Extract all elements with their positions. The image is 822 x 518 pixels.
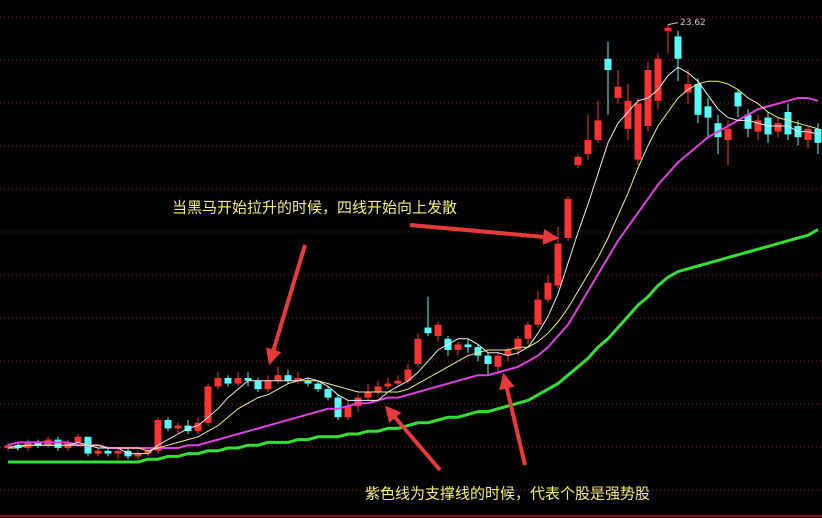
candle-body	[684, 84, 692, 93]
max-label: 23.62	[680, 18, 706, 28]
candle-body	[264, 380, 272, 390]
candle-body	[54, 439, 62, 448]
candle-body	[384, 383, 392, 387]
candle-body	[694, 84, 702, 115]
candle-body	[164, 420, 172, 429]
candle-body	[354, 397, 362, 406]
annotation: 当黑马开始拉升的时候，四线开始向上发散	[172, 199, 457, 217]
candle-body	[524, 324, 532, 339]
candle-body	[254, 380, 262, 390]
candle-body	[724, 128, 732, 140]
candle-body	[654, 58, 662, 101]
moving-average	[8, 228, 819, 464]
candle-body	[304, 380, 312, 384]
arrow	[409, 223, 560, 245]
candle-body	[784, 112, 792, 135]
candle-body	[404, 369, 412, 381]
moving-average	[7, 66, 819, 455]
candle-body	[614, 86, 622, 98]
candle-body	[414, 338, 422, 364]
candle-body	[104, 450, 112, 454]
candle-body	[174, 425, 182, 429]
candle-body	[344, 406, 352, 418]
candle-body	[634, 103, 642, 160]
arrow	[499, 372, 527, 466]
annotation: 紫色线为支撑线的时候，代表个股是强势股	[365, 485, 650, 503]
candle-body	[394, 380, 402, 384]
candle-body	[664, 28, 672, 31]
plot: 23.62	[4, 18, 822, 464]
candle-body	[294, 378, 302, 381]
candle-body	[224, 378, 232, 384]
candle-body	[244, 378, 252, 381]
candle-body	[474, 347, 482, 356]
candle-body	[754, 120, 762, 132]
arrow	[384, 405, 442, 472]
candle-body	[434, 324, 442, 336]
candle-body	[314, 383, 322, 390]
candle-body	[364, 392, 372, 398]
candle-body	[424, 327, 432, 334]
candle-body	[464, 344, 472, 348]
candle-body	[494, 355, 502, 367]
candle-body	[234, 378, 242, 384]
candle-body	[804, 128, 812, 140]
arrows	[266, 223, 560, 472]
candle-body	[574, 156, 582, 166]
moving-average	[7, 97, 819, 449]
candle-body	[814, 128, 822, 143]
candle-body	[4, 445, 12, 448]
candle-body	[704, 106, 712, 118]
candle-body	[774, 123, 782, 132]
candle-body	[324, 389, 332, 398]
candle-body	[204, 386, 212, 423]
moving-average	[8, 80, 819, 452]
candle-body	[714, 123, 722, 138]
candle-body	[534, 299, 542, 325]
candle-body	[564, 198, 572, 238]
candle-body	[744, 114, 752, 129]
candle-body	[214, 378, 222, 387]
candle-body	[454, 344, 462, 350]
candle-body	[14, 445, 22, 448]
candle-body	[284, 375, 292, 381]
candle-body	[154, 420, 162, 451]
candle-body	[594, 120, 602, 140]
candle-body	[194, 422, 202, 432]
candle-body	[134, 453, 142, 457]
candle-body	[554, 243, 562, 286]
candle-body	[114, 450, 122, 454]
max-pointer	[667, 22, 679, 26]
candle-body	[484, 355, 492, 364]
arrow	[266, 244, 307, 366]
candle-body	[144, 450, 152, 454]
candle-body	[584, 140, 592, 154]
candle-body	[274, 375, 282, 381]
candle-body	[94, 450, 102, 454]
candle-body	[374, 386, 382, 392]
candle-body	[544, 282, 552, 300]
candle-body	[624, 100, 632, 129]
candle-body	[74, 436, 82, 443]
candle-body	[674, 36, 682, 59]
candle-body	[604, 58, 612, 70]
candle-body	[514, 338, 522, 350]
candle-body	[504, 350, 512, 356]
candle-body	[334, 397, 342, 418]
grid	[0, 16, 822, 517]
candle-body	[34, 442, 42, 446]
candle-body	[734, 92, 742, 107]
